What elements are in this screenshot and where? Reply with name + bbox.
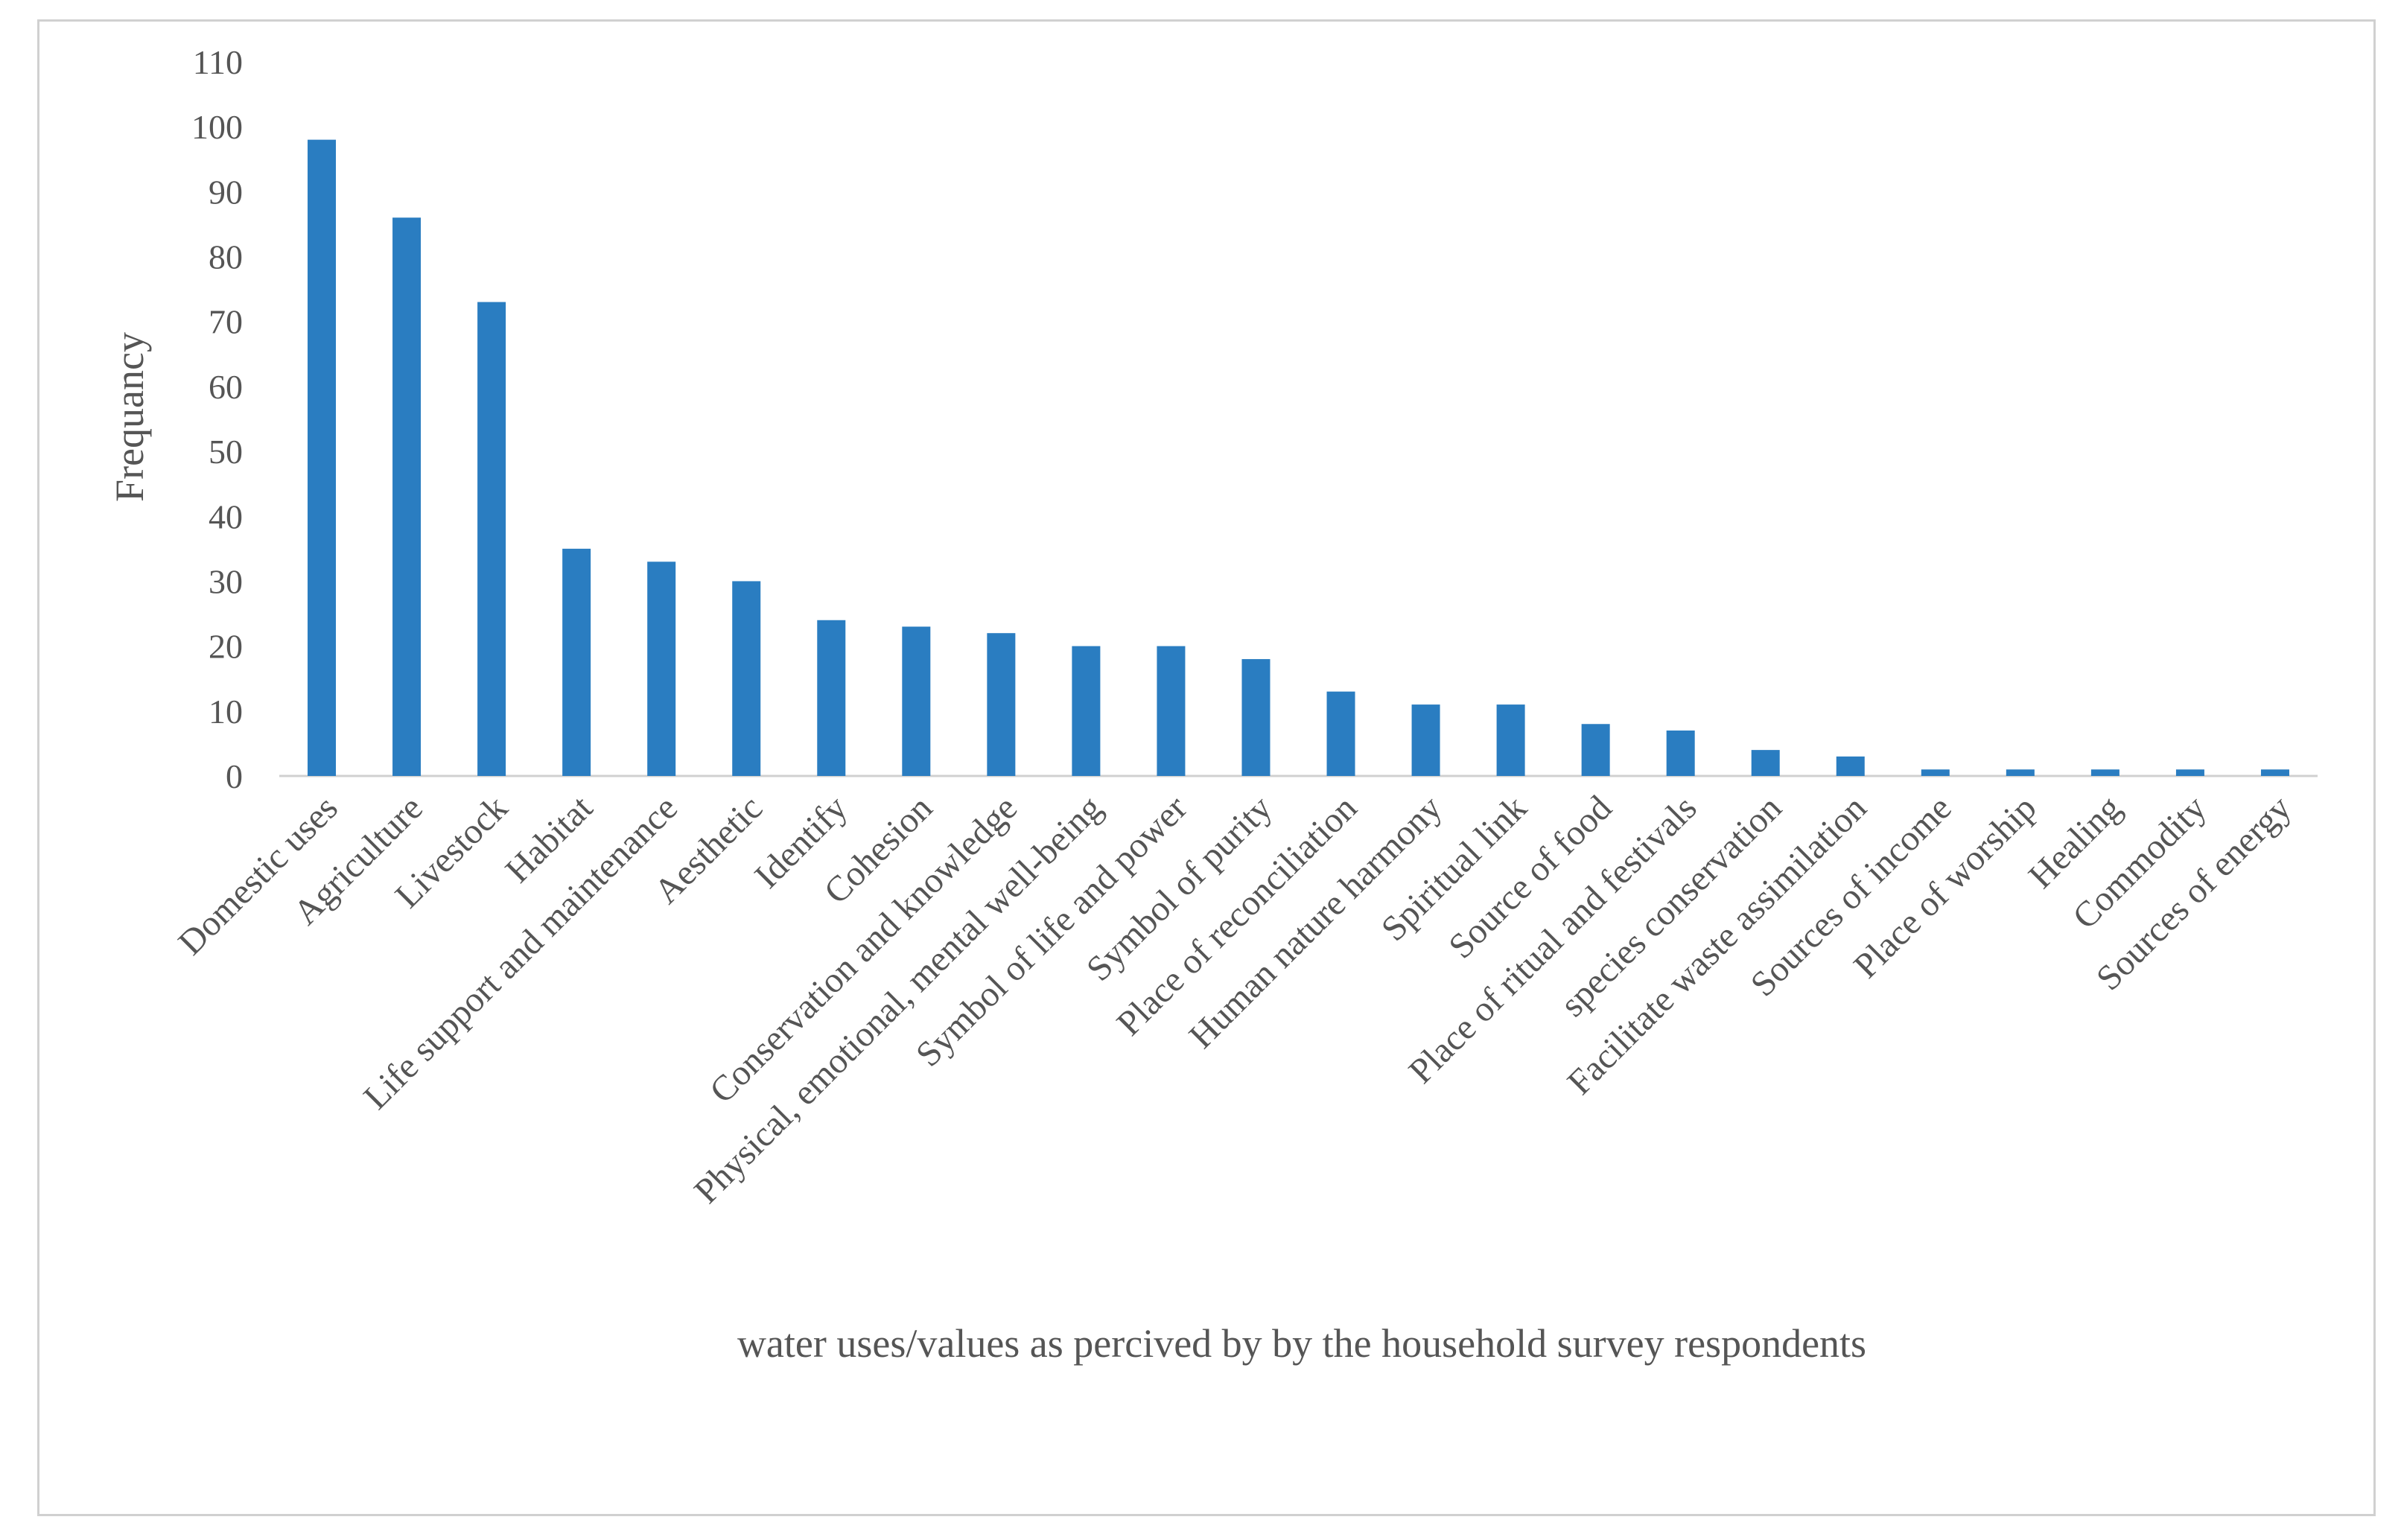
y-tick-label: 30: [209, 562, 243, 600]
bar: [2260, 769, 2289, 776]
y-tick-label: 50: [209, 433, 243, 471]
bar: [1157, 646, 1186, 776]
bar: [2175, 769, 2204, 776]
bar: [1836, 756, 1865, 776]
bar: [308, 139, 337, 777]
bar: [2006, 769, 2035, 776]
y-tick-label: 10: [209, 693, 243, 731]
bar: [1581, 724, 1610, 776]
y-axis-ticks: 0 10 20 30 40 50 60 70 80 90 100 110: [191, 43, 243, 795]
bar: [902, 626, 931, 776]
bar: [1326, 691, 1355, 776]
bar: [817, 620, 846, 776]
bar: [392, 217, 422, 777]
bar: [1921, 769, 1950, 776]
bar: [1241, 659, 1271, 776]
bar: [732, 581, 761, 776]
y-tick-label: 40: [209, 497, 243, 535]
bar: [1666, 730, 1695, 776]
y-axis-title: Frequancy: [107, 332, 152, 502]
y-tick-label: 100: [191, 108, 243, 146]
bar: [1751, 750, 1780, 776]
x-axis-title: water uses/values as percived by by the …: [737, 1321, 1866, 1366]
y-tick-label: 60: [209, 368, 243, 406]
x-axis-labels: Domestic usesAgricultureLivestockHabitat…: [171, 788, 2298, 1212]
bar: [1411, 704, 1440, 776]
bar: [477, 302, 506, 776]
y-tick-label: 70: [209, 303, 243, 341]
y-tick-label: 0: [226, 757, 243, 795]
y-tick-label: 90: [209, 173, 243, 211]
bar: [647, 561, 676, 776]
chart-frame: [37, 19, 2376, 1516]
y-tick-label: 20: [209, 628, 243, 666]
bar: [2090, 769, 2119, 776]
bar: [562, 548, 591, 776]
bars: [308, 139, 2289, 777]
bar: [1072, 646, 1101, 776]
bar: [1496, 704, 1525, 776]
bar: [987, 633, 1016, 776]
y-tick-label: 110: [193, 43, 243, 81]
y-tick-label: 80: [209, 238, 243, 276]
